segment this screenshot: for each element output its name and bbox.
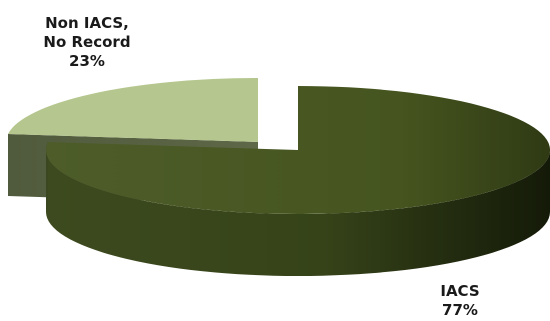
- slice-name-line-1: IACS: [440, 282, 480, 300]
- slice-name-line-2: No Record: [43, 33, 131, 51]
- slice-label-iacs: IACS 77%: [420, 282, 500, 320]
- slice-value: 23%: [69, 52, 105, 70]
- slice-side-iacs: [46, 150, 550, 276]
- slice-name-line-1: Non IACS,: [45, 14, 129, 32]
- slice-value: 77%: [442, 301, 478, 319]
- slice-side-iacs-edge: [46, 142, 48, 212]
- slice-non-iacs: [8, 78, 258, 142]
- slice-iacs: [46, 86, 550, 214]
- slice-label-non-iacs: Non IACS, No Record 23%: [12, 14, 162, 71]
